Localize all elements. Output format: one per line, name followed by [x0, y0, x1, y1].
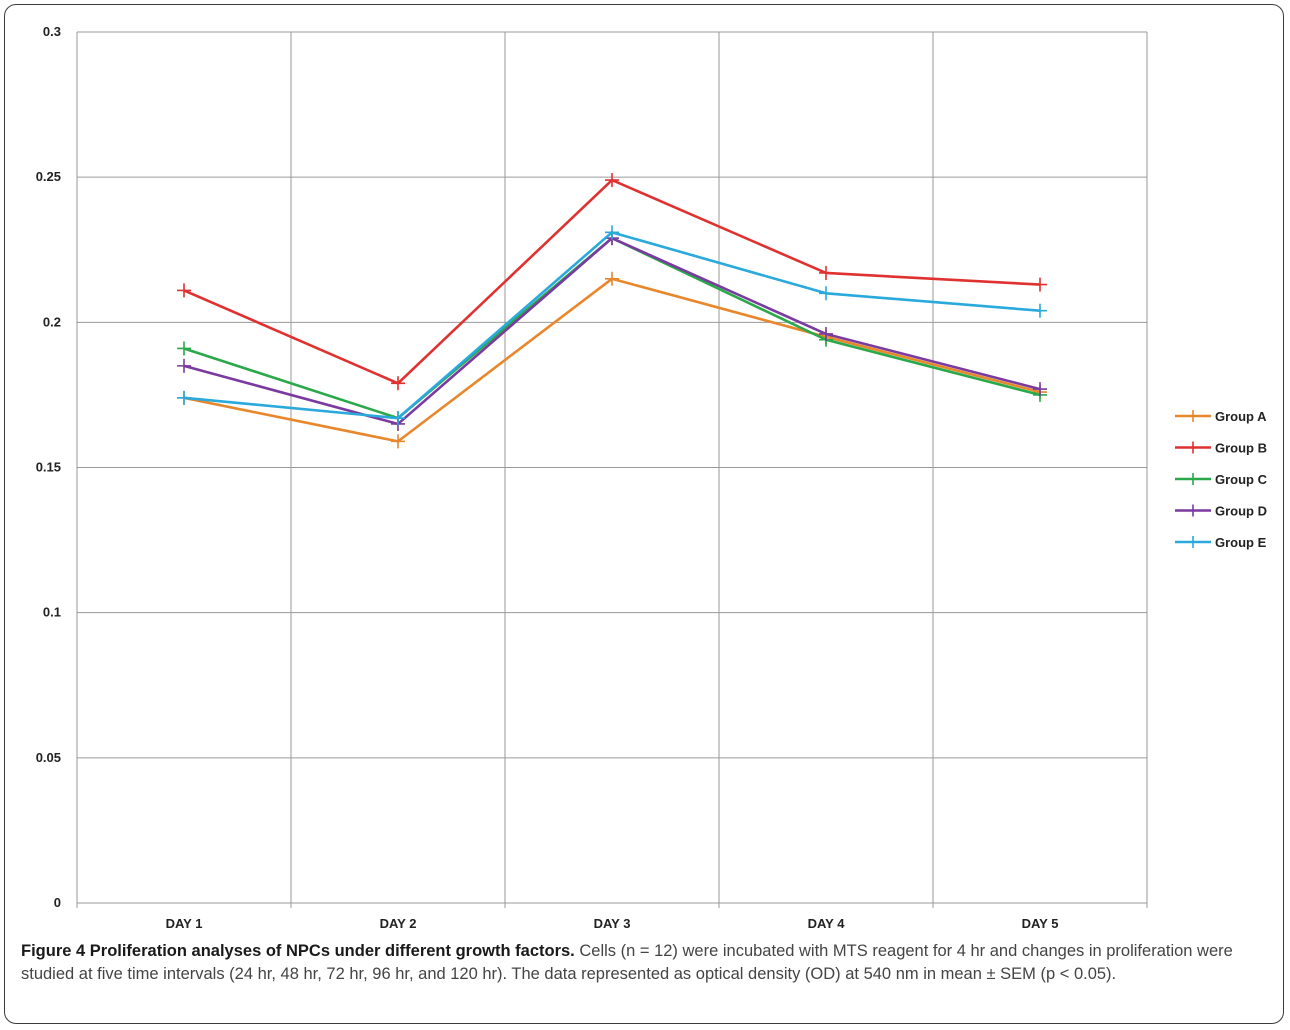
legend-marker: [1186, 504, 1200, 517]
legend-label: Group C: [1215, 472, 1268, 487]
data-point: [177, 358, 191, 373]
series-line: [183, 277, 1041, 443]
caption-text: Cells (n = 12) were incubated with MTS r…: [21, 942, 1233, 983]
legend-marker: [1186, 536, 1200, 548]
figure-caption: Figure 4 Proliferation analyses of NPCs …: [21, 940, 1261, 986]
data-point: [819, 265, 833, 280]
x-tick-label: DAY 1: [166, 916, 203, 931]
data-point: [177, 390, 191, 405]
legend-marker: [1186, 473, 1200, 485]
data-point: [819, 326, 833, 341]
data-point: [605, 225, 619, 240]
x-tick-label: DAY 5: [1022, 916, 1059, 931]
data-point: [177, 341, 191, 356]
series-line: [183, 236, 1041, 426]
data-point: [391, 434, 405, 449]
legend-label: Group A: [1215, 409, 1267, 424]
data-point: [605, 271, 619, 286]
data-point: [1033, 382, 1047, 397]
data-point: [391, 411, 405, 426]
caption-title: Figure 4 Proliferation analyses of NPCs …: [21, 942, 575, 960]
legend-label: Group E: [1215, 535, 1267, 550]
legend-marker: [1186, 441, 1200, 454]
data-point: [1033, 303, 1047, 318]
x-tick-label: DAY 4: [808, 916, 846, 931]
y-tick-label: 0: [54, 895, 61, 910]
y-tick-label: 0.2: [43, 314, 61, 329]
data-point: [819, 286, 833, 301]
x-tick-label: DAY 2: [380, 916, 417, 931]
legend-label: Group D: [1215, 504, 1267, 519]
y-tick-label: 0.1: [43, 605, 61, 620]
figure-panel: 0 0.05 0.1 0.15 0.2 0.25 0.3 DAY 1 DAY 2 DAY 3 DAY…: [4, 4, 1284, 1024]
data-point: [605, 173, 619, 188]
legend-marker: [1186, 410, 1200, 422]
y-tick-label: 0.05: [36, 750, 61, 765]
x-tick-label: DAY 3: [594, 916, 631, 931]
data-point: [1033, 277, 1047, 292]
data-point: [391, 376, 405, 391]
y-tick-label: 0.25: [36, 169, 61, 184]
y-tick-label: 0.15: [36, 460, 61, 475]
series-line: [183, 236, 1041, 420]
y-tick-label: 0.3: [43, 24, 61, 39]
legend-label: Group B: [1215, 441, 1267, 456]
data-point: [177, 283, 191, 298]
line-chart: 0 0.05 0.1 0.15 0.2 0.25 0.3 DAY 1 DAY 2 DAY 3 DAY…: [36, 24, 1268, 931]
